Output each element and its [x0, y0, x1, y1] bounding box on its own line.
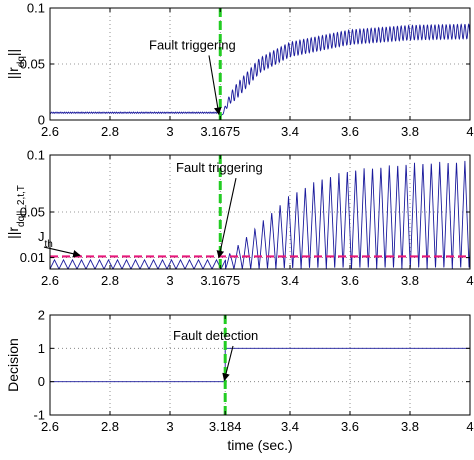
- y-tick-label: 0.05: [20, 57, 45, 72]
- chart-panel-2: 2.6 2.8 3 3.1675 3.4 3.6 3.8 4 0.01 0.05 0.1 ||rdq|…: [5, 148, 474, 289]
- y-tick-label: 0: [38, 113, 45, 128]
- x-tick-label: 3.6: [341, 419, 359, 434]
- x-tick-label: 2.6: [41, 124, 59, 139]
- x-tick-label: 3.1675: [200, 273, 240, 288]
- series-line: [50, 347, 470, 383]
- x-tick-label: 4: [466, 273, 473, 288]
- x-tick-label: 3: [166, 273, 173, 288]
- x-tick-label: 3.4: [281, 124, 299, 139]
- x-tick-label: 4: [466, 124, 473, 139]
- y-tick-label: 0.01: [20, 250, 45, 265]
- x-tick-label: 3.4: [281, 273, 299, 288]
- y-tick-label: 0.05: [20, 205, 45, 220]
- chart-panel-3: 2.6 2.8 3 3.184 3.4 3.6 3.8 4 -1 0 1 2 Decision time …: [5, 308, 474, 454]
- x-tick-label: 3.8: [401, 273, 419, 288]
- x-axis-label: time (sec.): [227, 437, 292, 453]
- x-tick-label: 3.1675: [200, 124, 240, 139]
- x-tick-label: 3.6: [341, 124, 359, 139]
- y-axis-label: Decision: [5, 338, 21, 392]
- x-tick-label: 3.8: [401, 419, 419, 434]
- x-tick-label: 2.8: [101, 124, 119, 139]
- x-tick-label: 2.6: [41, 419, 59, 434]
- y-tick-label: 0.1: [27, 1, 45, 16]
- plot-area: [50, 8, 470, 120]
- x-tick-label: 4: [466, 419, 473, 434]
- annotation-label: Jth: [38, 229, 53, 250]
- y-tick-label: 0: [38, 374, 45, 389]
- annotation-label: Fault detection: [173, 328, 258, 343]
- series-line: [50, 160, 470, 269]
- x-tick-label: 3.6: [341, 273, 359, 288]
- annotation-arrow: [208, 55, 222, 116]
- chart-panel-1: 2.6 2.8 3 3.1675 3.4 3.6 3.8 4 0 0.05 0.1 ||rdq|| Fa…: [5, 1, 474, 140]
- annotation-arrow: [222, 345, 234, 382]
- series-group: [50, 23, 470, 119]
- plot-area: [50, 315, 470, 415]
- x-tick-label: 3.4: [281, 419, 299, 434]
- annotation-label: Fault triggering: [149, 37, 236, 52]
- x-tick-label: 3: [166, 124, 173, 139]
- series-line: [50, 23, 470, 119]
- series-group: [50, 160, 470, 269]
- y-tick-label: -1: [33, 408, 45, 423]
- x-tick-label: 3: [166, 419, 173, 434]
- y-tick-label: 2: [38, 308, 45, 323]
- x-tick-label: 3.8: [401, 124, 419, 139]
- annotation-arrow: [216, 177, 237, 259]
- y-axis-label: ||rdq||: [5, 49, 27, 79]
- y-tick-label: 0.1: [27, 148, 45, 163]
- x-tick-label: 3.184: [209, 419, 242, 434]
- x-tick-label: 2.8: [101, 419, 119, 434]
- y-axis-label: ||rdq||_2,t,T: [5, 185, 27, 239]
- axes-frame: [49, 314, 471, 416]
- series-group: [50, 347, 470, 383]
- annotation-arrow: [43, 246, 81, 258]
- y-tick-label: 1: [38, 341, 45, 356]
- x-tick-label: 2.8: [101, 273, 119, 288]
- annotation-label: Fault triggering: [176, 160, 263, 175]
- x-tick-label: 2.6: [41, 273, 59, 288]
